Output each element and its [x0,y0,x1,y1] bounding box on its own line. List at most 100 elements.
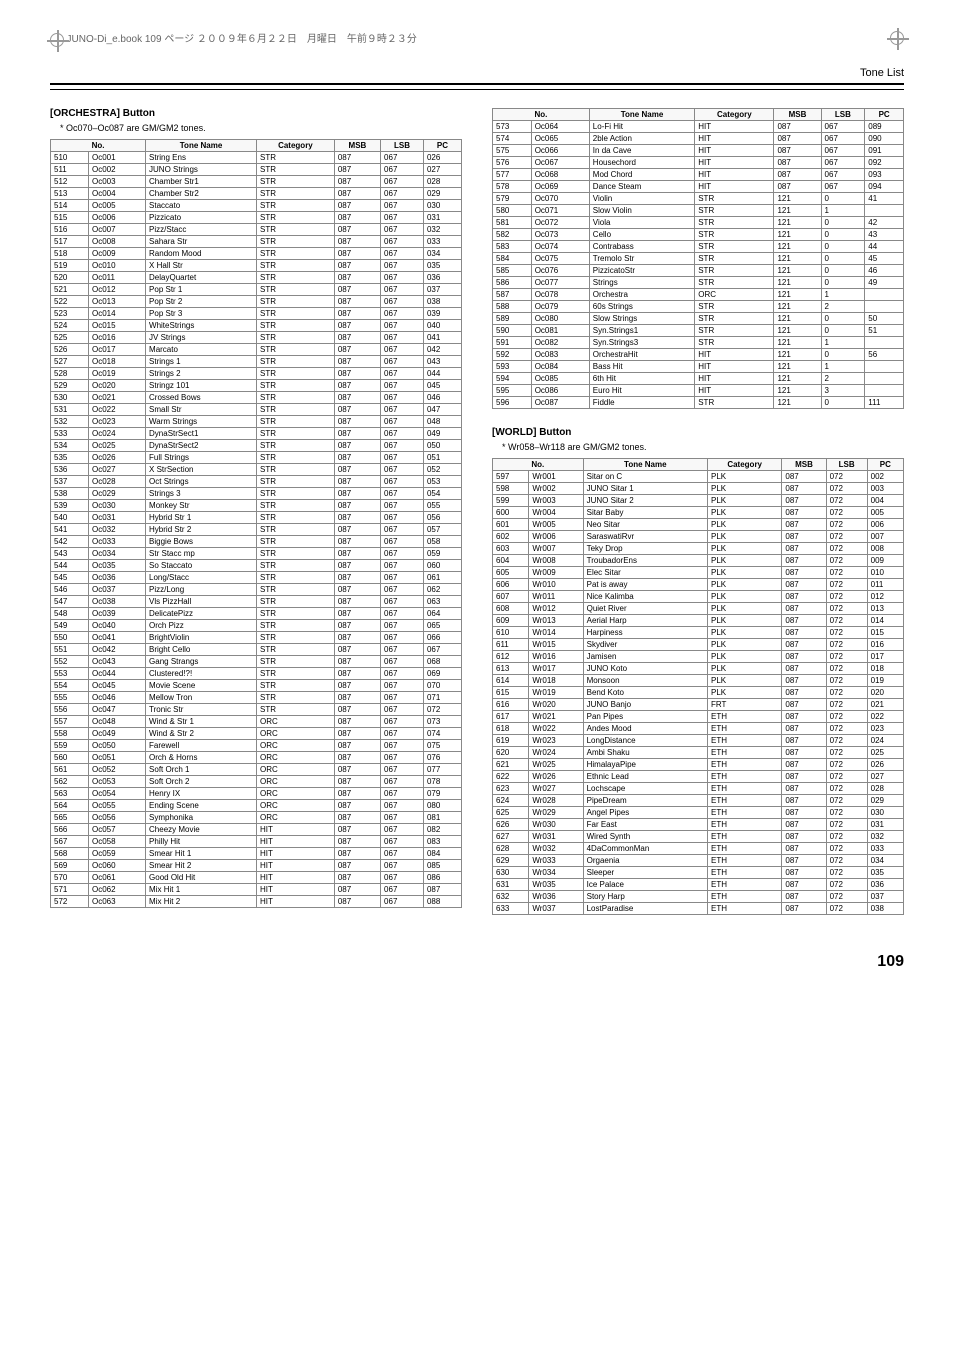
table-cell: 067 [381,427,424,439]
table-cell: 086 [423,871,461,883]
table-row: 563Oc054Henry IXORC087067079 [51,787,462,799]
table-cell: 541 [51,523,89,535]
table-cell: Farewell [146,739,257,751]
table-row: 515Oc006PizzicatoSTR087067031 [51,211,462,223]
table-cell: 068 [423,655,461,667]
table-cell: Wr022 [529,722,583,734]
table-cell: STR [257,355,335,367]
table-cell: 023 [867,722,903,734]
table-cell: Mod Chord [589,168,694,180]
table-cell: Angel Pipes [583,806,707,818]
table-cell: 087 [334,391,380,403]
table-cell: 566 [51,823,89,835]
table-cell: 0 [821,240,865,252]
table-cell: Oc059 [88,847,145,859]
table-cell: PLK [707,674,781,686]
table-cell: Oc023 [88,415,145,427]
table-cell: Ending Scene [146,799,257,811]
table-cell: 41 [865,192,904,204]
table-cell: 087 [774,168,821,180]
table-cell: 087 [334,475,380,487]
table-cell: 623 [493,782,529,794]
table-cell: 089 [865,120,904,132]
table-row: 526Oc017MarcatoSTR087067042 [51,343,462,355]
table-cell: 067 [381,715,424,727]
table-cell: JUNO Sitar 2 [583,494,707,506]
table-cell: Oc038 [88,595,145,607]
table-cell: 087 [334,895,380,907]
tone-table: No.Tone NameCategoryMSBLSBPC597Wr001Sita… [492,458,904,915]
table-cell: 067 [381,871,424,883]
table-cell: 067 [381,259,424,271]
table-cell: Wr016 [529,650,583,662]
table-cell: 072 [826,590,867,602]
table-cell: ETH [707,710,781,722]
table-cell: Ice Palace [583,878,707,890]
table-cell: Wr026 [529,770,583,782]
table-cell: ORC [257,739,335,751]
table-cell: 029 [867,794,903,806]
table-cell: Fiddle [589,396,694,408]
table-cell: Strings [589,276,694,288]
table-cell: 067 [381,811,424,823]
table-cell: 087 [774,180,821,192]
table-cell: 572 [51,895,89,907]
table-cell: Wr013 [529,614,583,626]
table-cell: 087 [334,235,380,247]
table-cell: 080 [423,799,461,811]
divider [50,83,904,85]
table-cell: 067 [381,535,424,547]
table-cell: 0 [821,264,865,276]
table-cell: Oc007 [88,223,145,235]
table-cell: Oc069 [531,180,589,192]
table-cell: Wr034 [529,866,583,878]
table-cell: PLK [707,518,781,530]
table-cell: HIT [695,156,774,168]
table-cell: 4DaCommonMan [583,842,707,854]
table-cell: 527 [51,355,89,367]
table-cell: Oc028 [88,475,145,487]
table-cell: FRT [707,698,781,710]
table-cell: ETH [707,758,781,770]
table-cell: 609 [493,614,529,626]
table-cell: 581 [493,216,532,228]
table-cell: Wr032 [529,842,583,854]
table-cell: PLK [707,530,781,542]
table-cell: STR [257,235,335,247]
table-cell: Oc048 [88,715,145,727]
table-cell: 067 [381,367,424,379]
table-cell: OrchestraHit [589,348,694,360]
table-cell: 555 [51,691,89,703]
table-cell: Wind & Str 1 [146,715,257,727]
table-cell: Andes Mood [583,722,707,734]
table-cell: 048 [423,415,461,427]
table-cell: PLK [707,542,781,554]
table-cell: Pan Pipes [583,710,707,722]
table-cell: 087 [334,295,380,307]
table-cell: 016 [867,638,903,650]
table-cell: 030 [867,806,903,818]
table-cell: ETH [707,890,781,902]
table-cell: 067 [381,403,424,415]
table-cell: Sahara Str [146,235,257,247]
table-row: 535Oc026Full StringsSTR087067051 [51,451,462,463]
table-cell: 067 [381,391,424,403]
table-cell: Oc017 [88,343,145,355]
table-cell: 2 [821,372,865,384]
table-cell: Oc068 [531,168,589,180]
table-cell: 518 [51,247,89,259]
table-cell: Oc033 [88,535,145,547]
col-header-no: No. [51,139,146,151]
table-cell: HIT [257,835,335,847]
table-row: 621Wr025HimalayaPipeETH087072026 [493,758,904,770]
table-cell: 054 [423,487,461,499]
table-cell: 087 [334,307,380,319]
table-cell: 087 [782,662,826,674]
table-cell: Far East [583,818,707,830]
table-cell: Dance Steam [589,180,694,192]
table-cell: 568 [51,847,89,859]
table-cell: 067 [381,163,424,175]
table-cell: Oc050 [88,739,145,751]
table-cell: JUNO Sitar 1 [583,482,707,494]
table-cell: 067 [821,180,865,192]
